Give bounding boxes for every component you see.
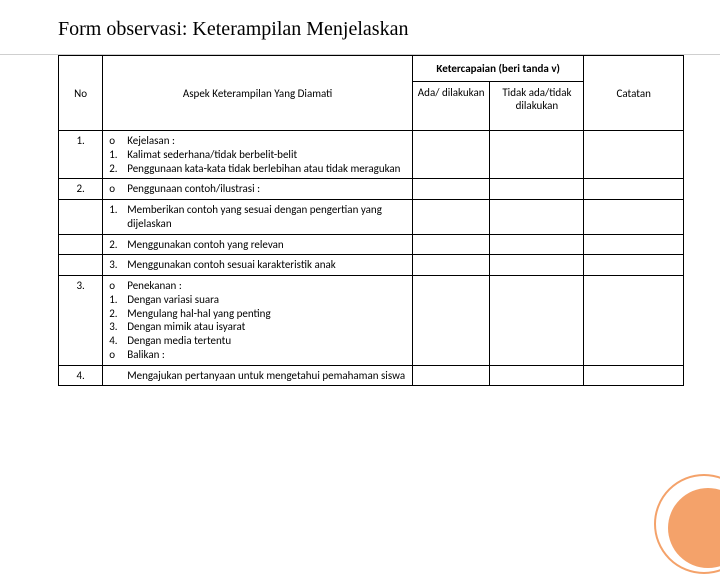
aspek-marker: 1. xyxy=(109,293,127,307)
aspek-marker: o xyxy=(109,134,127,148)
cell-ada xyxy=(412,179,489,200)
aspek-text: Penekanan : xyxy=(127,279,406,293)
aspek-line: 2.Menggunakan contoh yang relevan xyxy=(109,238,406,252)
aspek-marker: o xyxy=(109,348,127,362)
cell-aspek: oPenekanan :1.Dengan variasi suara2.Meng… xyxy=(103,276,413,366)
cell-tidak xyxy=(490,365,584,386)
cell-ada xyxy=(412,276,489,366)
table-row: 2. oPenggunaan contoh/ilustrasi : xyxy=(59,179,684,200)
aspek-line: oPenggunaan contoh/ilustrasi : xyxy=(109,182,406,196)
aspek-text: Mengajukan pertanyaan untuk mengetahui p… xyxy=(127,369,406,383)
cell-ada xyxy=(412,131,489,179)
cell-no: 3. xyxy=(59,276,103,366)
aspek-line: oKejelasan : xyxy=(109,134,406,148)
cell-catatan xyxy=(584,179,684,200)
table-row: 1.Memberikan contoh yang sesuai dengan p… xyxy=(59,200,684,235)
aspek-marker: 3. xyxy=(109,320,127,334)
cell-ada xyxy=(412,234,489,255)
aspek-text: Dengan media tertentu xyxy=(127,334,406,348)
cell-aspek: 1.Memberikan contoh yang sesuai dengan p… xyxy=(103,200,413,235)
aspek-line: Mengajukan pertanyaan untuk mengetahui p… xyxy=(109,369,406,383)
cell-ada xyxy=(412,255,489,276)
aspek-text: Penggunaan contoh/ilustrasi : xyxy=(127,182,406,196)
cell-catatan xyxy=(584,131,684,179)
page-title: Form observasi: Keterampilan Menjelaskan xyxy=(0,0,720,55)
cell-no: 4. xyxy=(59,365,103,386)
cell-no xyxy=(59,255,103,276)
aspek-marker: 1. xyxy=(109,148,127,162)
cell-tidak xyxy=(490,255,584,276)
aspek-marker: 2. xyxy=(109,162,127,176)
aspek-text: Kalimat sederhana/tidak berbelit-belit xyxy=(127,148,406,162)
table-row: 2.Menggunakan contoh yang relevan xyxy=(59,234,684,255)
aspek-marker: 3. xyxy=(109,258,127,272)
cell-aspek: oPenggunaan contoh/ilustrasi : xyxy=(103,179,413,200)
header-ketercapaian: Ketercapaian (beri tanda v) xyxy=(412,56,583,82)
cell-aspek: 3.Menggunakan contoh sesuai karakteristi… xyxy=(103,255,413,276)
observation-table-wrap: No Aspek Keterampilan Yang Diamati Keter… xyxy=(58,55,684,386)
aspek-text: Menggunakan contoh sesuai karakteristik … xyxy=(127,258,406,272)
aspek-line: 3.Dengan mimik atau isyarat xyxy=(109,320,406,334)
cell-no xyxy=(59,234,103,255)
cell-tidak xyxy=(490,276,584,366)
aspek-marker: 2. xyxy=(109,307,127,321)
table-row: 1.oKejelasan :1.Kalimat sederhana/tidak … xyxy=(59,131,684,179)
cell-no: 2. xyxy=(59,179,103,200)
header-row-1: No Aspek Keterampilan Yang Diamati Keter… xyxy=(59,56,684,82)
aspek-text: Dengan variasi suara xyxy=(127,293,406,307)
aspek-line: 4.Dengan media tertentu xyxy=(109,334,406,348)
table-row: 4. Mengajukan pertanyaan untuk mengetahui… xyxy=(59,365,684,386)
table-row: 3.Menggunakan contoh sesuai karakteristi… xyxy=(59,255,684,276)
aspek-marker: 2. xyxy=(109,238,127,252)
cell-aspek: oKejelasan :1.Kalimat sederhana/tidak be… xyxy=(103,131,413,179)
aspek-text: Memberikan contoh yang sesuai dengan pen… xyxy=(127,203,406,231)
observation-table: No Aspek Keterampilan Yang Diamati Keter… xyxy=(58,55,684,386)
cell-tidak xyxy=(490,234,584,255)
cell-catatan xyxy=(584,365,684,386)
aspek-line: 2.Penggunaan kata-kata tidak berlebihan … xyxy=(109,162,406,176)
cell-ada xyxy=(412,365,489,386)
aspek-marker: 1. xyxy=(109,203,127,231)
aspek-line: 2.Mengulang hal-hal yang penting xyxy=(109,307,406,321)
aspek-text: Mengulang hal-hal yang penting xyxy=(127,307,406,321)
header-ada: Ada/ dilakukan xyxy=(412,82,489,131)
aspek-line: 1.Dengan variasi suara xyxy=(109,293,406,307)
header-aspek: Aspek Keterampilan Yang Diamati xyxy=(103,56,413,131)
cell-catatan xyxy=(584,200,684,235)
header-tidak: Tidak ada/tidak dilakukan xyxy=(490,82,584,131)
header-no: No xyxy=(59,56,103,131)
cell-aspek: 2.Menggunakan contoh yang relevan xyxy=(103,234,413,255)
cell-no xyxy=(59,200,103,235)
cell-tidak xyxy=(490,131,584,179)
corner-decoration xyxy=(652,472,720,540)
header-catatan: Catatan xyxy=(584,56,684,131)
aspek-text: Dengan mimik atau isyarat xyxy=(127,320,406,334)
cell-ada xyxy=(412,200,489,235)
aspek-text: Kejelasan : xyxy=(127,134,406,148)
table-row: 3.oPenekanan :1.Dengan variasi suara2.Me… xyxy=(59,276,684,366)
aspek-marker: 4. xyxy=(109,334,127,348)
cell-catatan xyxy=(584,255,684,276)
cell-catatan xyxy=(584,234,684,255)
aspek-text: Penggunaan kata-kata tidak berlebihan at… xyxy=(127,162,406,176)
cell-tidak xyxy=(490,200,584,235)
aspek-line: 1.Kalimat sederhana/tidak berbelit-belit xyxy=(109,148,406,162)
cell-catatan xyxy=(584,276,684,366)
cell-no: 1. xyxy=(59,131,103,179)
cell-tidak xyxy=(490,179,584,200)
aspek-line: 1.Memberikan contoh yang sesuai dengan p… xyxy=(109,203,406,231)
aspek-text: Balikan : xyxy=(127,348,406,362)
aspek-marker xyxy=(109,369,127,383)
aspek-text: Menggunakan contoh yang relevan xyxy=(127,238,406,252)
divider-line xyxy=(0,54,720,55)
aspek-marker: o xyxy=(109,182,127,196)
aspek-line: 3.Menggunakan contoh sesuai karakteristi… xyxy=(109,258,406,272)
aspek-line: oPenekanan : xyxy=(109,279,406,293)
aspek-marker: o xyxy=(109,279,127,293)
aspek-line: oBalikan : xyxy=(109,348,406,362)
cell-aspek: Mengajukan pertanyaan untuk mengetahui p… xyxy=(103,365,413,386)
table-body: 1.oKejelasan :1.Kalimat sederhana/tidak … xyxy=(59,131,684,386)
